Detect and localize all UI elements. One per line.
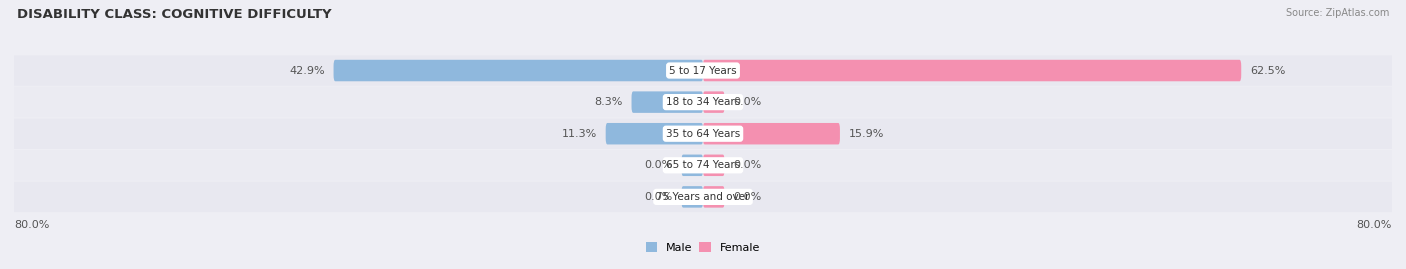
FancyBboxPatch shape [703, 60, 1241, 81]
FancyBboxPatch shape [703, 123, 839, 144]
FancyBboxPatch shape [703, 186, 724, 208]
Text: 0.0%: 0.0% [733, 160, 762, 170]
FancyBboxPatch shape [0, 119, 1406, 149]
Text: 11.3%: 11.3% [562, 129, 598, 139]
FancyBboxPatch shape [703, 91, 724, 113]
Text: 42.9%: 42.9% [290, 66, 325, 76]
FancyBboxPatch shape [703, 155, 724, 176]
Text: 35 to 64 Years: 35 to 64 Years [666, 129, 740, 139]
Text: 0.0%: 0.0% [733, 192, 762, 202]
Text: 80.0%: 80.0% [14, 220, 49, 230]
Text: DISABILITY CLASS: COGNITIVE DIFFICULTY: DISABILITY CLASS: COGNITIVE DIFFICULTY [17, 8, 332, 21]
FancyBboxPatch shape [0, 55, 1406, 86]
FancyBboxPatch shape [0, 87, 1406, 117]
Text: 15.9%: 15.9% [849, 129, 884, 139]
FancyBboxPatch shape [333, 60, 703, 81]
FancyBboxPatch shape [682, 155, 703, 176]
FancyBboxPatch shape [682, 186, 703, 208]
FancyBboxPatch shape [0, 182, 1406, 212]
Text: Source: ZipAtlas.com: Source: ZipAtlas.com [1285, 8, 1389, 18]
FancyBboxPatch shape [606, 123, 703, 144]
Legend: Male, Female: Male, Female [647, 242, 759, 253]
Text: 0.0%: 0.0% [644, 160, 673, 170]
Text: 0.0%: 0.0% [733, 97, 762, 107]
Text: 75 Years and over: 75 Years and over [657, 192, 749, 202]
Text: 18 to 34 Years: 18 to 34 Years [666, 97, 740, 107]
Text: 80.0%: 80.0% [1357, 220, 1392, 230]
Text: 0.0%: 0.0% [644, 192, 673, 202]
FancyBboxPatch shape [0, 150, 1406, 180]
FancyBboxPatch shape [631, 91, 703, 113]
Text: 5 to 17 Years: 5 to 17 Years [669, 66, 737, 76]
Text: 65 to 74 Years: 65 to 74 Years [666, 160, 740, 170]
Text: 8.3%: 8.3% [595, 97, 623, 107]
Text: 62.5%: 62.5% [1250, 66, 1285, 76]
